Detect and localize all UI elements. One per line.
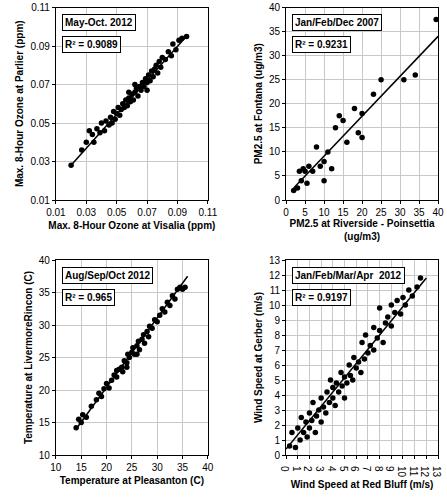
svg-text:0.01: 0.01 bbox=[30, 195, 50, 206]
svg-text:30: 30 bbox=[269, 50, 281, 61]
svg-text:0: 0 bbox=[275, 450, 281, 461]
svg-text:Aug/Sep/Oct 2012: Aug/Sep/Oct 2012 bbox=[65, 270, 150, 281]
svg-text:6: 6 bbox=[349, 466, 360, 472]
svg-text:13: 13 bbox=[269, 255, 281, 266]
svg-text:10: 10 bbox=[39, 450, 51, 461]
svg-text:5: 5 bbox=[275, 375, 281, 386]
svg-text:10: 10 bbox=[269, 300, 281, 311]
svg-text:20: 20 bbox=[357, 207, 369, 218]
svg-text:6: 6 bbox=[275, 360, 281, 371]
svg-text:25: 25 bbox=[39, 352, 51, 363]
svg-text:10: 10 bbox=[319, 207, 331, 218]
svg-text:40: 40 bbox=[39, 255, 51, 266]
svg-text:20: 20 bbox=[101, 462, 113, 473]
svg-text:R² = 0.9197: R² = 0.9197 bbox=[295, 292, 348, 303]
svg-text:1: 1 bbox=[291, 466, 302, 472]
svg-text:Jan/Feb/Dec 2007: Jan/Feb/Dec 2007 bbox=[295, 17, 379, 28]
svg-text:10: 10 bbox=[50, 462, 62, 473]
svg-text:Wind Speed at Gerber (m/s): Wind Speed at Gerber (m/s) bbox=[253, 292, 264, 423]
svg-text:8: 8 bbox=[373, 466, 384, 472]
svg-text:7: 7 bbox=[361, 466, 372, 472]
svg-text:0: 0 bbox=[275, 195, 281, 206]
svg-text:10: 10 bbox=[396, 466, 407, 478]
svg-text:40: 40 bbox=[202, 462, 214, 473]
svg-text:30: 30 bbox=[152, 462, 164, 473]
svg-text:30: 30 bbox=[39, 320, 51, 331]
svg-text:8: 8 bbox=[275, 330, 281, 341]
svg-text:R² = 0.9089: R² = 0.9089 bbox=[65, 39, 118, 50]
svg-text:15: 15 bbox=[76, 462, 88, 473]
svg-text:R² = 0.9231: R² = 0.9231 bbox=[295, 39, 348, 50]
svg-text:5: 5 bbox=[338, 466, 349, 472]
svg-text:30: 30 bbox=[394, 207, 406, 218]
svg-text:12: 12 bbox=[419, 466, 430, 478]
svg-text:R² = 0.965: R² = 0.965 bbox=[65, 292, 112, 303]
svg-text:11: 11 bbox=[270, 285, 281, 296]
svg-text:13: 13 bbox=[431, 466, 442, 478]
svg-text:35: 35 bbox=[413, 207, 425, 218]
svg-text:35: 35 bbox=[177, 462, 189, 473]
svg-text:0.05: 0.05 bbox=[107, 207, 127, 218]
svg-text:20: 20 bbox=[39, 385, 51, 396]
svg-text:4: 4 bbox=[275, 390, 281, 401]
svg-text:Max. 8-Hour Ozone at Parlier (: Max. 8-Hour Ozone at Parlier (ppm) bbox=[14, 20, 25, 187]
svg-text:12: 12 bbox=[269, 270, 281, 281]
svg-text:40: 40 bbox=[269, 2, 281, 13]
svg-text:Jan/Feb/Mar/Apr 2012: Jan/Feb/Mar/Apr 2012 bbox=[295, 270, 402, 281]
svg-text:3: 3 bbox=[314, 466, 325, 472]
svg-text:0: 0 bbox=[283, 207, 289, 218]
svg-text:1: 1 bbox=[275, 435, 281, 446]
svg-text:9: 9 bbox=[384, 466, 395, 472]
svg-text:15: 15 bbox=[338, 207, 350, 218]
svg-text:20: 20 bbox=[269, 98, 281, 109]
svg-text:25: 25 bbox=[269, 74, 281, 85]
svg-text:Max. 8-Hour Ozone at Visalia (: Max. 8-Hour Ozone at Visalia (ppm) bbox=[48, 220, 215, 231]
svg-text:2: 2 bbox=[275, 420, 281, 431]
svg-text:0.07: 0.07 bbox=[137, 207, 157, 218]
svg-text:May-Oct. 2012: May-Oct. 2012 bbox=[65, 17, 133, 28]
svg-text:PM2.5 at Fontana (ug/m3): PM2.5 at Fontana (ug/m3) bbox=[253, 43, 264, 164]
svg-text:0.03: 0.03 bbox=[77, 207, 97, 218]
svg-text:0.01: 0.01 bbox=[46, 207, 66, 218]
svg-text:2: 2 bbox=[302, 466, 313, 472]
svg-text:0.11: 0.11 bbox=[31, 2, 50, 13]
svg-text:0.07: 0.07 bbox=[30, 79, 50, 90]
svg-text:35: 35 bbox=[39, 287, 51, 298]
svg-text:10: 10 bbox=[269, 146, 281, 157]
svg-text:0: 0 bbox=[279, 466, 290, 472]
svg-text:25: 25 bbox=[126, 462, 138, 473]
svg-text:0.03: 0.03 bbox=[30, 156, 50, 167]
svg-text:Temperature at LivermoreRincon: Temperature at LivermoreRincon (C) bbox=[23, 271, 34, 444]
svg-text:Temperature at Pleasanton (C): Temperature at Pleasanton (C) bbox=[60, 475, 204, 486]
svg-text:Wind Speed at Red Bluff (m/s): Wind Speed at Red Bluff (m/s) bbox=[291, 479, 434, 490]
svg-text:5: 5 bbox=[275, 170, 281, 181]
svg-text:35: 35 bbox=[269, 26, 281, 37]
svg-text:0.09: 0.09 bbox=[168, 207, 188, 218]
svg-text:40: 40 bbox=[432, 207, 444, 218]
svg-text:9: 9 bbox=[275, 315, 281, 326]
svg-text:0.09: 0.09 bbox=[30, 41, 50, 52]
svg-text:4: 4 bbox=[326, 466, 337, 472]
svg-text:15: 15 bbox=[39, 417, 51, 428]
svg-text:PM2.5 at Riverside - Poinsetti: PM2.5 at Riverside - Poinsettia(ug/m3) bbox=[290, 218, 435, 242]
svg-text:0.05: 0.05 bbox=[30, 118, 50, 129]
svg-text:25: 25 bbox=[376, 207, 388, 218]
svg-text:3: 3 bbox=[275, 405, 281, 416]
svg-text:0.11: 0.11 bbox=[198, 207, 217, 218]
svg-text:11: 11 bbox=[408, 466, 419, 477]
svg-text:7: 7 bbox=[275, 345, 281, 356]
svg-text:5: 5 bbox=[302, 207, 308, 218]
svg-text:15: 15 bbox=[269, 122, 281, 133]
